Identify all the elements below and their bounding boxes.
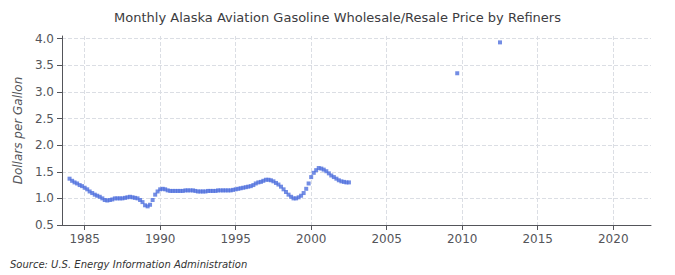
svg-text:2.0: 2.0: [35, 138, 54, 152]
svg-text:2015: 2015: [522, 232, 553, 246]
svg-text:2010: 2010: [447, 232, 478, 246]
svg-text:1990: 1990: [145, 232, 176, 246]
svg-text:1995: 1995: [220, 232, 251, 246]
svg-text:3.0: 3.0: [35, 85, 54, 99]
svg-text:2.5: 2.5: [35, 112, 54, 126]
svg-text:0.5: 0.5: [35, 218, 54, 232]
svg-text:1.0: 1.0: [35, 191, 54, 205]
svg-text:1.5: 1.5: [35, 165, 54, 179]
svg-text:1985: 1985: [69, 232, 100, 246]
svg-text:3.5: 3.5: [35, 58, 54, 72]
svg-text:2005: 2005: [371, 232, 402, 246]
svg-text:Dollars per Gallon: Dollars per Gallon: [11, 77, 25, 185]
svg-text:Monthly Alaska Aviation Gasoli: Monthly Alaska Aviation Gasoline Wholesa…: [114, 10, 561, 25]
svg-text:2020: 2020: [598, 232, 629, 246]
svg-text:2000: 2000: [296, 232, 327, 246]
svg-text:4.0: 4.0: [35, 32, 54, 46]
svg-text:Source: U.S. Energy Informatio: Source: U.S. Energy Information Administ…: [10, 259, 247, 270]
